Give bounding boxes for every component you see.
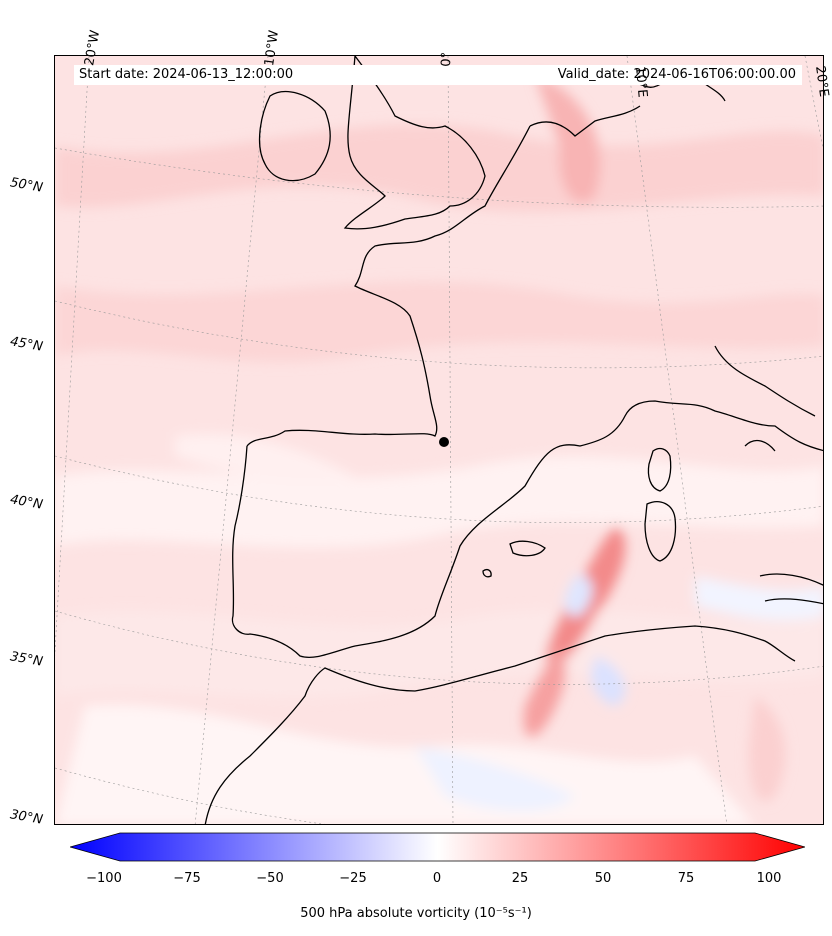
graticule-lines — [55, 56, 823, 824]
colorbar-unit-text: (10⁻⁵s⁻¹) — [474, 906, 532, 921]
colorbar — [70, 832, 805, 862]
start-date-text: Start date: 2024-06-13_12:00:00 — [79, 67, 294, 82]
colorbar-tick: 0 — [432, 871, 442, 886]
colorbar-gradient — [70, 832, 805, 862]
vorticity-field-patches — [55, 76, 823, 824]
colorbar-tick: 25 — [511, 871, 529, 886]
map-panel[interactable] — [54, 55, 824, 825]
lat-label-35n: 35°N — [8, 649, 44, 670]
colorbar-tick: 75 — [677, 871, 695, 886]
colorbar-tick: −75 — [173, 871, 201, 886]
colorbar-label-text: 500 hPa absolute vorticity — [300, 906, 471, 921]
lat-label-50n: 50°N — [8, 175, 44, 196]
colorbar-tick: −100 — [86, 871, 122, 886]
colorbar-tick: 100 — [756, 871, 782, 886]
vorticity-map — [55, 56, 823, 824]
coastlines — [204, 56, 823, 824]
colorbar-label: 500 hPa absolute vorticity (10⁻⁵s⁻¹) — [0, 906, 832, 921]
lon-label-20e: 20°E — [812, 64, 832, 98]
valid-date-text: Valid_date: 2024-06-16T06:00:00.00 — [557, 67, 796, 82]
colorbar-tick: −50 — [256, 871, 284, 886]
info-bar: Start date: 2024-06-13_12:00:00 Valid_da… — [74, 65, 802, 85]
lat-label-30n: 30°N — [8, 807, 44, 828]
location-marker — [439, 437, 449, 447]
lon-label-0: 0° — [439, 51, 455, 67]
colorbar-tick: 50 — [594, 871, 612, 886]
colorbar-tick: −25 — [339, 871, 367, 886]
lat-label-45n: 45°N — [8, 334, 44, 355]
lat-label-40n: 40°N — [8, 492, 44, 513]
lon-label-10e: 10°E — [632, 65, 650, 99]
